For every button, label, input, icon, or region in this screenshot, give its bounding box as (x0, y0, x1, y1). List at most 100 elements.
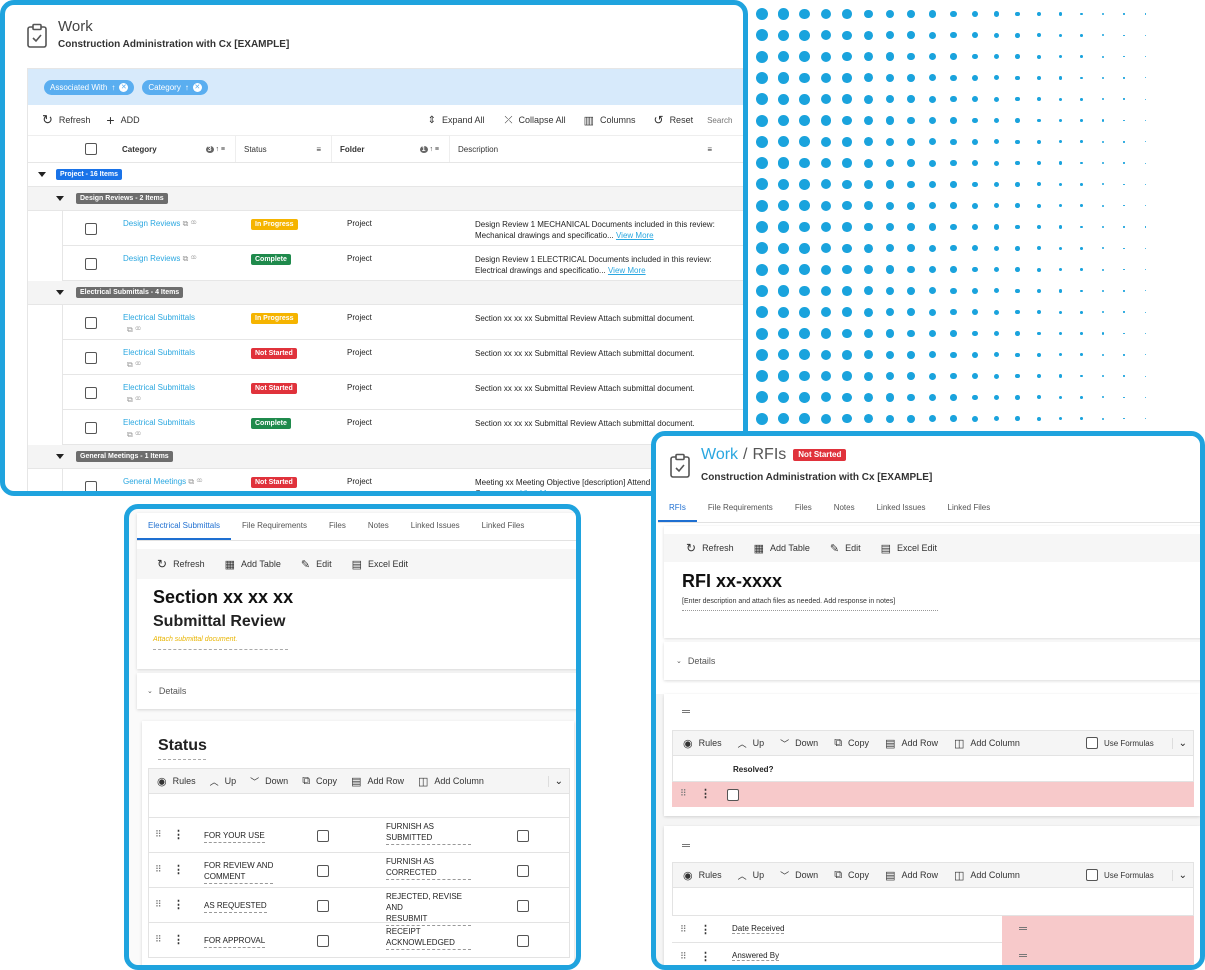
drag-handle-icon[interactable]: ⠿ (680, 924, 687, 934)
chevron-down-icon[interactable]: ⌄ (1171, 737, 1187, 749)
category-link[interactable]: Design Reviews ⧉ ⚭ (123, 219, 197, 229)
refresh-button[interactable]: ↻ Refresh (157, 557, 205, 571)
group-row[interactable]: Design Reviews - 2 Items (28, 187, 743, 211)
link-icon[interactable]: ⚭ (134, 430, 142, 439)
expand-all-button[interactable]: ⇕ Expand All (428, 115, 485, 126)
add-row-button[interactable]: ▤ Add Row (885, 869, 938, 882)
use-formulas-toggle[interactable]: Use Formulas (1085, 737, 1154, 749)
more-options-icon[interactable]: ⋮ (700, 788, 711, 800)
category-link[interactable]: Electrical Submittals ⧉ ⚭ (123, 348, 195, 370)
use-formulas-checkbox[interactable] (1085, 737, 1098, 749)
more-options-icon[interactable]: ⋮ (173, 864, 184, 876)
table-row[interactable]: ⠿ ⋮ Date Received (672, 916, 1194, 943)
tab-files[interactable]: Files (794, 503, 812, 512)
drag-handle-icon[interactable]: ⠿ (155, 864, 162, 874)
use-formulas-toggle[interactable]: Use Formulas (1085, 869, 1154, 881)
caret-down-icon[interactable] (56, 290, 64, 295)
option-checkbox[interactable] (317, 900, 329, 912)
row-checkbox[interactable] (85, 421, 97, 434)
view-more-link[interactable]: View More (520, 489, 559, 496)
up-button[interactable]: ︿ Up (738, 869, 765, 882)
row-checkbox[interactable] (85, 222, 97, 235)
details-expander[interactable]: ⌄ Details (137, 673, 576, 709)
table-row[interactable]: Design Reviews ⧉ ⚭ In Progress Project Desi… (62, 211, 743, 246)
link-icon[interactable]: ⚭ (134, 395, 142, 404)
up-button[interactable]: ︿ Up (738, 737, 765, 750)
columns-button[interactable]: ▥ Columns (584, 114, 636, 127)
add-table-button[interactable]: ▦ Add Table (225, 558, 281, 571)
tab-linked-files[interactable]: Linked Files (481, 521, 525, 530)
table-row[interactable]: Electrical Submittals ⧉ ⚭ In Progress Proje… (62, 305, 743, 340)
link-icon[interactable]: ⚭ (196, 477, 203, 486)
table-row[interactable]: Electrical Submittals ⧉ ⚭ Complete Project S… (62, 410, 743, 445)
option-checkbox[interactable] (517, 900, 529, 912)
copy-button[interactable]: ⧉ Copy (834, 737, 869, 750)
refresh-button[interactable]: ↻ Refresh (686, 541, 734, 555)
option-checkbox[interactable] (317, 830, 329, 842)
tab-notes[interactable]: Notes (367, 521, 389, 530)
view-more-link[interactable]: View More (615, 231, 654, 240)
table-row[interactable]: ⠿ ⋮ FOR APPROVAL RECEIPT ACKNOWLEDGED (148, 923, 570, 958)
collapse-all-button[interactable]: ⤫ Collapse All (505, 115, 566, 126)
category-link[interactable]: General Meetings ⧉ ⚭ (123, 477, 203, 487)
more-options-icon[interactable]: ⋮ (173, 829, 184, 841)
drag-handle-icon[interactable]: ⠿ (155, 899, 162, 909)
category-link[interactable]: Electrical Submittals ⧉ ⚭ (123, 313, 195, 335)
more-options-icon[interactable]: ⋮ (173, 899, 184, 911)
view-more-link[interactable]: View More (607, 266, 646, 275)
group-chip-associated[interactable]: Associated With ↑ ✕ (44, 79, 135, 95)
value-cell[interactable] (1002, 916, 1194, 943)
select-all-checkbox[interactable] (85, 143, 97, 155)
reset-button[interactable]: ↺ Reset (654, 113, 694, 127)
rules-button[interactable]: ◉ Rules (683, 869, 722, 882)
table-row[interactable]: Electrical Submittals ⧉ ⚭ Not Started Proje… (62, 375, 743, 410)
search-input[interactable] (707, 115, 743, 125)
tab-linked-files[interactable]: Linked Files (947, 503, 991, 512)
table-row[interactable]: ⠿ ⋮ Answered By (672, 943, 1194, 965)
add-button[interactable]: + ADD (106, 112, 139, 128)
link-icon[interactable]: ⚭ (134, 360, 142, 369)
link-icon[interactable]: ⚭ (134, 325, 142, 334)
table-row[interactable]: ⠿ ⋮ FOR REVIEW AND COMMENT FURNISH AS CORR… (148, 853, 570, 888)
column-description[interactable]: Description ≡ (450, 136, 726, 162)
more-options-icon[interactable]: ⋮ (700, 951, 711, 963)
row-checkbox[interactable] (85, 257, 97, 270)
category-link[interactable]: Electrical Submittals ⧉ ⚭ (123, 383, 195, 405)
drag-handle-icon[interactable]: ⠿ (155, 934, 162, 944)
chevron-down-icon[interactable]: ⌄ (1171, 869, 1187, 881)
excel-edit-button[interactable]: ▤ Excel Edit (352, 558, 408, 571)
option-checkbox[interactable] (317, 865, 329, 877)
close-icon[interactable]: ✕ (119, 82, 129, 92)
category-link[interactable]: Design Reviews ⧉ ⚭ (123, 254, 197, 264)
caret-down-icon[interactable] (56, 454, 64, 459)
caret-down-icon[interactable] (38, 172, 46, 177)
group-row-project[interactable]: Project - 16 Items (28, 163, 743, 187)
filter-icon[interactable]: ≡ (707, 144, 712, 154)
table-row[interactable]: ⠿ ⋮ AS REQUESTED REJECTED, REVISE AND RES… (148, 888, 570, 926)
resolved-checkbox[interactable] (727, 789, 739, 801)
value-cell[interactable] (1002, 943, 1194, 965)
down-button[interactable]: ﹀ Down (780, 737, 818, 750)
table-row[interactable]: ⠿ ⋮ FOR YOUR USE FURNISH AS SUBMITTED (148, 818, 570, 853)
add-row-button[interactable]: ▤ Add Row (351, 775, 404, 788)
column-folder[interactable]: Folder 1 ↑ ≡ (332, 136, 450, 162)
open-external-icon[interactable]: ⧉ (127, 360, 133, 369)
rules-button[interactable]: ◉ Rules (683, 737, 722, 750)
refresh-button[interactable]: ↻ Refresh (42, 112, 90, 128)
drag-handle-icon[interactable]: ⠿ (680, 788, 687, 798)
open-external-icon[interactable]: ⧉ (182, 254, 189, 263)
up-button[interactable]: ︿ Up (210, 775, 237, 788)
option-checkbox[interactable] (317, 935, 329, 947)
link-icon[interactable]: ⚭ (190, 219, 197, 228)
group-row[interactable]: General Meetings - 1 Items (28, 445, 743, 469)
add-table-button[interactable]: ▦ Add Table (754, 542, 810, 555)
edit-button[interactable]: ✎ Edit (830, 542, 861, 555)
filter-icon[interactable]: ≡ (316, 144, 321, 154)
table-row[interactable]: Electrical Submittals ⧉ ⚭ Not Started Proje… (62, 340, 743, 375)
link-icon[interactable]: ⚭ (190, 254, 197, 263)
row-checkbox[interactable] (85, 386, 97, 399)
row-checkbox[interactable] (85, 480, 97, 491)
down-button[interactable]: ﹀ Down (780, 869, 818, 882)
tab-rfis[interactable]: RFIs (658, 495, 697, 522)
tab-file-requirements[interactable]: File Requirements (707, 503, 773, 512)
